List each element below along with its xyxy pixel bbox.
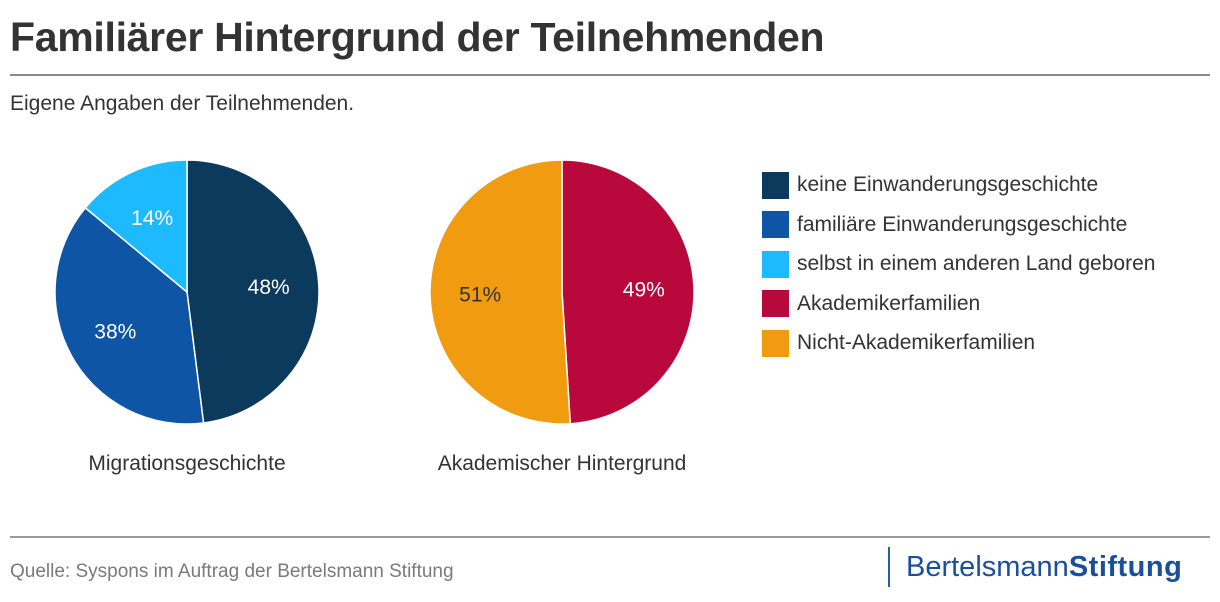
legend-item: Nicht-Akademikerfamilien (762, 329, 1155, 357)
chart-title: Familiärer Hintergrund der Teilnehmenden (10, 14, 825, 60)
legend-label: selbst in einem anderen Land geboren (797, 252, 1156, 275)
legend-label: familiäre Einwanderungsgeschichte (797, 212, 1128, 236)
legend-item: selbst in einem anderen Land geboren (762, 250, 1156, 278)
logo-text-bold: Stiftung (1068, 550, 1183, 583)
pie-slice (54, 206, 205, 425)
pie-chart-title: Akademischer Hintergrund (438, 452, 687, 475)
slice-data-label: 38% (94, 320, 136, 343)
bertelsmann-logo: BertelsmannStiftung (888, 547, 1182, 587)
logo-text-regular: Bertelsmann (906, 550, 1069, 583)
pie-chart-title: Migrationsgeschichte (88, 452, 285, 475)
pie-slice (186, 159, 320, 424)
chart-subtitle: Eigene Angaben der Teilnehmenden. (10, 92, 355, 115)
legend-swatch (762, 171, 789, 199)
legend-item: Akademikerfamilien (762, 290, 1155, 317)
legend-swatch (762, 250, 789, 278)
pie-slice (561, 159, 695, 425)
slice-data-label: 48% (248, 276, 290, 299)
legend-swatch (762, 211, 789, 238)
legend-swatch (762, 329, 789, 357)
legend-item: keine Einwanderungsgeschichte (762, 171, 1155, 199)
footer-divider (10, 536, 1210, 538)
legend-label: Akademikerfamilien (797, 291, 981, 315)
slice-data-label: 14% (131, 207, 173, 230)
pie-slice (429, 159, 572, 425)
source-note: Quelle: Syspons im Auftrag der Bertelsma… (10, 561, 454, 582)
legend-item: familiäre Einwanderungsgeschichte (762, 211, 1155, 238)
title-divider (10, 74, 1210, 76)
pie-slice (84, 159, 188, 294)
slice-data-label: 51% (459, 284, 501, 307)
legend: keine Einwanderungsgeschichte familiäre … (762, 171, 1156, 370)
legend-label: keine Einwanderungsgeschichte (797, 173, 1099, 196)
pie-charts: 48% 38% 14% Migrationsgeschichte 49% 51% Akade… (54, 159, 695, 475)
slice-data-label: 49% (623, 278, 665, 301)
logo-text: BertelsmannStiftung (906, 551, 1182, 584)
legend-label: Nicht-Akademikerfamilien (797, 331, 1036, 354)
legend-swatch (762, 290, 789, 317)
